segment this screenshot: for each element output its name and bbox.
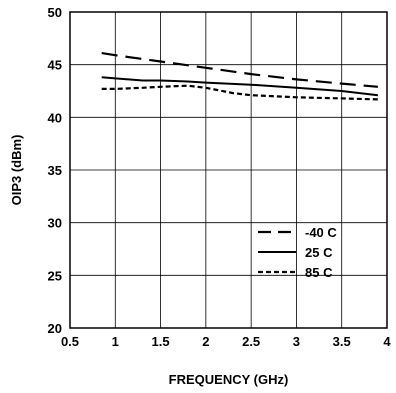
series-lines: [101, 52, 379, 101]
x-tick-label: 2.5: [242, 334, 260, 349]
legend-label: 25 C: [305, 245, 333, 260]
plot-frame: [69, 11, 388, 329]
x-tick-label: 0.5: [61, 334, 79, 349]
x-tick-label: 4: [383, 334, 391, 349]
legend-label: -40 C: [305, 225, 337, 240]
legend: -40 C 25 C 85 C: [258, 225, 337, 280]
x-tick-labels: 0.5 1 1.5 2 2.5 3 3.5 4: [61, 334, 391, 349]
y-tick-label: 40: [48, 110, 62, 125]
x-tick-label: 3.5: [333, 334, 351, 349]
y-tick-label: 20: [48, 321, 62, 336]
y-tick-label: 35: [48, 163, 62, 178]
grid: [69, 11, 388, 329]
x-axis-title: FREQUENCY (GHz): [169, 372, 289, 387]
y-tick-label: 25: [48, 268, 62, 283]
x-tick-label: 1.5: [152, 334, 170, 349]
y-tick-label: 45: [48, 58, 62, 73]
y-tick-labels: 20 25 30 35 40 45 50: [48, 5, 62, 336]
x-tick-label: 1: [112, 334, 119, 349]
series-line-2: [101, 84, 378, 101]
y-tick-label: 50: [48, 5, 62, 20]
x-tick-label: 2: [202, 334, 209, 349]
series-line-1: [101, 76, 379, 97]
x-tick-label: 3: [293, 334, 300, 349]
y-axis-title: OIP3 (dBm): [9, 135, 24, 206]
series-line-0: [101, 52, 378, 88]
legend-label: 85 C: [305, 265, 333, 280]
y-tick-label: 30: [48, 216, 62, 231]
